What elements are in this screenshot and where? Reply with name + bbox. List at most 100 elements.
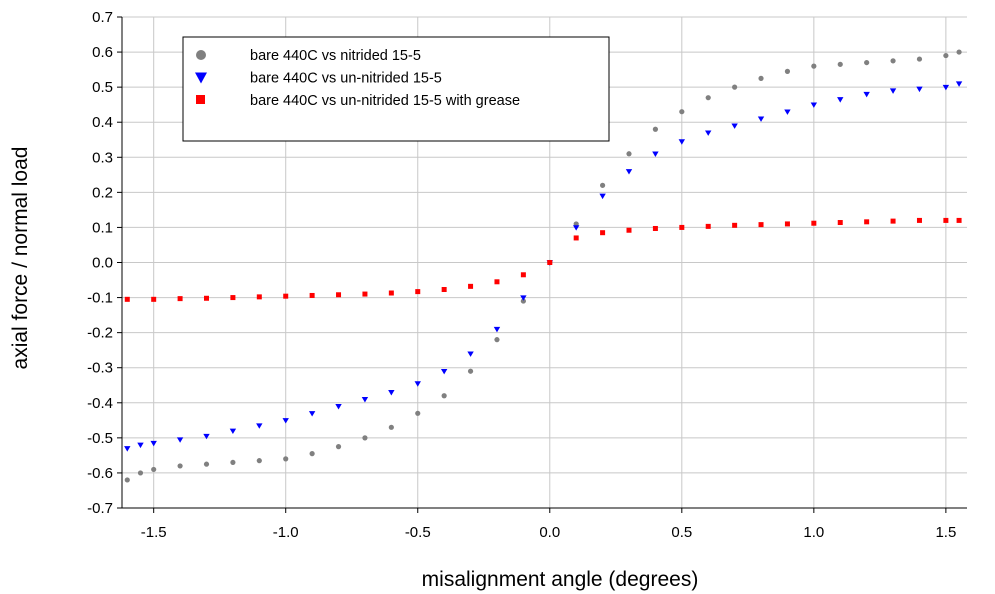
data-point [309, 292, 315, 298]
x-tick-label: 0.0 [539, 524, 560, 541]
data-point [203, 461, 210, 467]
data-point [811, 63, 817, 69]
data-point [956, 49, 962, 55]
data-point [916, 217, 922, 223]
y-tick-label: 0.1 [92, 219, 113, 236]
data-point [124, 296, 130, 302]
y-tick-label: -0.6 [87, 465, 113, 482]
data-point [362, 435, 368, 441]
x-tick-label: -1.5 [141, 524, 167, 541]
y-tick-label: -0.5 [87, 430, 113, 447]
x-tick-label: 0.5 [671, 524, 692, 541]
data-point [705, 95, 711, 101]
data-point [494, 279, 500, 285]
data-point [626, 227, 632, 233]
data-point [441, 287, 447, 293]
data-point [308, 411, 316, 417]
data-point [956, 217, 962, 223]
data-point [599, 193, 606, 200]
data-point [758, 222, 764, 228]
data-point [468, 283, 474, 289]
data-point [758, 75, 764, 81]
data-point [283, 293, 289, 299]
data-point [599, 182, 606, 188]
data-point [137, 470, 144, 476]
data-point [415, 410, 421, 416]
data-point [890, 58, 896, 64]
data-point [204, 295, 209, 301]
data-point [784, 109, 791, 115]
y-tick-label: 0.7 [92, 9, 113, 26]
data-point [336, 292, 342, 298]
data-point [863, 91, 870, 98]
data-point [943, 217, 949, 223]
data-point [151, 296, 157, 302]
data-point [520, 272, 526, 278]
data-point [414, 381, 421, 387]
axes [117, 16, 967, 513]
data-point [388, 390, 395, 396]
y-tick-label: 0.4 [92, 114, 113, 131]
data-point [705, 130, 712, 136]
data-point [757, 116, 765, 122]
data-point [362, 291, 368, 297]
data-point [547, 260, 553, 265]
data-point [626, 151, 632, 157]
data-point [889, 88, 897, 94]
data-point [283, 456, 289, 462]
legend-label: bare 440C vs un-nitrided 15-5 with greas… [250, 93, 520, 109]
data-point [784, 68, 791, 74]
data-point [441, 393, 447, 399]
data-point [955, 81, 963, 87]
data-point [732, 84, 738, 90]
legend-label: bare 440C vs un-nitrided 15-5 [250, 71, 442, 87]
data-point [494, 337, 500, 343]
legend-box [182, 36, 610, 142]
data-point [137, 442, 144, 449]
data-point [916, 56, 923, 62]
data-point [203, 433, 210, 440]
data-point [652, 225, 658, 231]
data-point [678, 139, 686, 145]
data-point [784, 221, 790, 227]
data-point [837, 220, 843, 226]
data-point [679, 224, 685, 230]
x-tick-label: -1.0 [273, 524, 299, 541]
x-tick-labels: -1.5 -1.0 -0.5 0.0 0.5 1.0 1.5 [141, 524, 957, 541]
y-tick-label: -0.3 [87, 360, 113, 377]
data-point [467, 351, 474, 357]
data-point [864, 59, 870, 66]
data-point [256, 458, 262, 464]
y-tick-label: -0.1 [87, 290, 113, 307]
data-point [810, 102, 818, 108]
data-point [732, 222, 738, 228]
data-point [652, 151, 659, 157]
data-point [124, 477, 130, 483]
y-tick-label: -0.2 [87, 325, 113, 342]
data-point [177, 463, 183, 469]
data-point [440, 368, 448, 375]
data-point [705, 223, 711, 229]
data-point [811, 220, 817, 226]
data-point [625, 169, 633, 175]
series-2 [124, 81, 963, 452]
legend-marker [195, 72, 207, 84]
data-point [679, 109, 685, 115]
y-tick-label: 0.0 [92, 255, 113, 272]
data-point [229, 428, 237, 435]
legend: bare 440C vs nitrided 15-5 bare 440C vs u… [182, 36, 610, 142]
data-point [176, 437, 184, 443]
data-point [256, 423, 263, 429]
y-tick-label: 0.5 [92, 79, 113, 96]
data-point [837, 97, 844, 103]
data-point [600, 230, 606, 236]
y-tick-label: -0.7 [87, 500, 113, 517]
data-point [573, 235, 579, 241]
data-point [837, 61, 843, 67]
data-point [309, 451, 315, 457]
data-point [335, 444, 342, 450]
data-point [467, 368, 474, 374]
data-point [388, 290, 394, 296]
